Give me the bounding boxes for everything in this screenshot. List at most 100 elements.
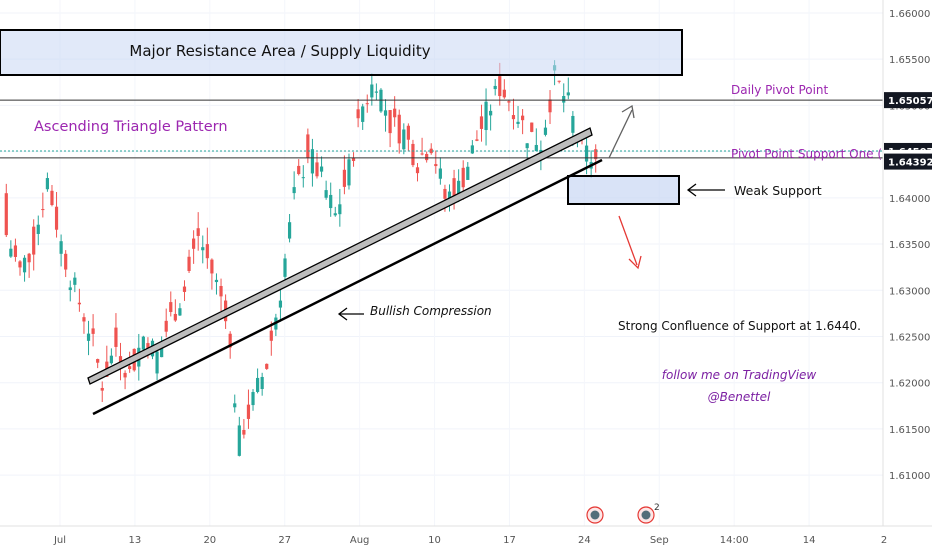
candle-body[interactable]	[155, 351, 159, 374]
candle-body[interactable]	[187, 256, 191, 272]
candle-body[interactable]	[82, 317, 86, 322]
candle-body[interactable]	[543, 127, 548, 135]
candle-body[interactable]	[438, 168, 442, 179]
candle-body[interactable]	[9, 248, 13, 257]
candle-body[interactable]	[406, 125, 410, 140]
candle-body[interactable]	[457, 180, 461, 199]
candle-body[interactable]	[484, 101, 488, 131]
candle-body[interactable]	[242, 429, 246, 435]
candle-body[interactable]	[461, 167, 465, 188]
candle-body[interactable]	[516, 121, 520, 124]
candle-body[interactable]	[534, 144, 538, 152]
candle-body[interactable]	[402, 129, 406, 150]
candle-body[interactable]	[278, 300, 283, 308]
candle-body[interactable]	[283, 258, 287, 277]
candle-body[interactable]	[557, 80, 561, 82]
candle-body[interactable]	[128, 366, 132, 370]
support-trendline[interactable]	[92, 158, 603, 416]
candle-body[interactable]	[100, 387, 104, 391]
candle-body[interactable]	[594, 149, 598, 160]
candle-body[interactable]	[233, 403, 237, 408]
candle-body[interactable]	[347, 159, 351, 186]
candle-body[interactable]	[584, 145, 589, 162]
candle-body[interactable]	[22, 257, 27, 273]
weak-support-zone[interactable]	[567, 175, 680, 205]
candle-body[interactable]	[319, 166, 324, 172]
candle-body[interactable]	[64, 253, 68, 270]
candle-body[interactable]	[361, 106, 365, 122]
candle-body[interactable]	[73, 277, 77, 285]
candle-body[interactable]	[489, 110, 493, 116]
candle-body[interactable]	[411, 143, 415, 166]
candle-body[interactable]	[434, 164, 438, 167]
candle-body[interactable]	[429, 148, 433, 154]
candle-body[interactable]	[77, 302, 81, 305]
candle-body[interactable]	[18, 261, 22, 268]
candle-body[interactable]	[164, 320, 168, 332]
candle-body[interactable]	[32, 226, 36, 255]
candle-body[interactable]	[479, 116, 484, 129]
candle-body[interactable]	[4, 193, 8, 236]
candle-body[interactable]	[255, 377, 260, 392]
candle-body[interactable]	[260, 376, 264, 390]
candle-body[interactable]	[246, 404, 251, 419]
event-marker-group[interactable]: 2	[637, 503, 660, 524]
candle-body[interactable]	[475, 139, 479, 141]
candle-body[interactable]	[425, 153, 429, 161]
candle-body[interactable]	[169, 302, 173, 312]
candle-body[interactable]	[59, 241, 63, 254]
candle-body[interactable]	[297, 165, 301, 175]
candle-body[interactable]	[41, 209, 45, 211]
candle-body[interactable]	[201, 247, 205, 251]
candle-body[interactable]	[86, 333, 91, 341]
candle-body[interactable]	[173, 313, 177, 321]
candle-body[interactable]	[562, 96, 566, 103]
candle-body[interactable]	[566, 92, 570, 96]
candle-body[interactable]	[365, 103, 369, 105]
candle-body[interactable]	[452, 178, 456, 203]
compression-channel[interactable]	[87, 127, 593, 385]
candle-body[interactable]	[13, 245, 18, 257]
candle-body[interactable]	[338, 204, 342, 215]
resistance-zone[interactable]	[0, 29, 683, 76]
candle-body[interactable]	[324, 190, 328, 198]
candle-body[interactable]	[182, 286, 187, 292]
candle-body[interactable]	[342, 169, 347, 187]
candle-body[interactable]	[301, 177, 305, 179]
candle-body[interactable]	[36, 224, 40, 234]
candle-body[interactable]	[96, 359, 100, 363]
candle-body[interactable]	[219, 285, 223, 297]
candle-body[interactable]	[571, 115, 575, 133]
candle-body[interactable]	[68, 287, 72, 291]
candle-body[interactable]	[498, 76, 502, 97]
candle-body[interactable]	[192, 238, 196, 249]
candle-body[interactable]	[292, 187, 296, 194]
candle-body[interactable]	[466, 166, 470, 180]
candle-body[interactable]	[178, 308, 182, 316]
event-marker-red[interactable]	[586, 506, 604, 524]
candle-body[interactable]	[237, 425, 241, 456]
candle-body[interactable]	[310, 149, 315, 174]
candle-body[interactable]	[415, 167, 420, 174]
candle-body[interactable]	[351, 158, 356, 161]
candle-body[interactable]	[443, 188, 447, 199]
candle-body[interactable]	[141, 336, 145, 350]
candle-body[interactable]	[356, 109, 360, 119]
candle-body[interactable]	[383, 110, 388, 116]
candle-body[interactable]	[470, 145, 474, 154]
candle-body[interactable]	[420, 153, 424, 155]
candle-body[interactable]	[45, 178, 50, 190]
candle-body[interactable]	[333, 213, 337, 216]
candle-body[interactable]	[123, 372, 127, 378]
candle-body[interactable]	[114, 327, 118, 347]
candle-body[interactable]	[370, 84, 374, 98]
candle-body[interactable]	[548, 99, 552, 113]
candle-body[interactable]	[196, 228, 200, 236]
candle-body[interactable]	[388, 110, 392, 134]
candle-body[interactable]	[493, 85, 497, 90]
candle-body[interactable]	[525, 143, 529, 149]
candle-body[interactable]	[374, 91, 378, 93]
candle-body[interactable]	[214, 279, 219, 283]
candle-body[interactable]	[205, 244, 209, 259]
